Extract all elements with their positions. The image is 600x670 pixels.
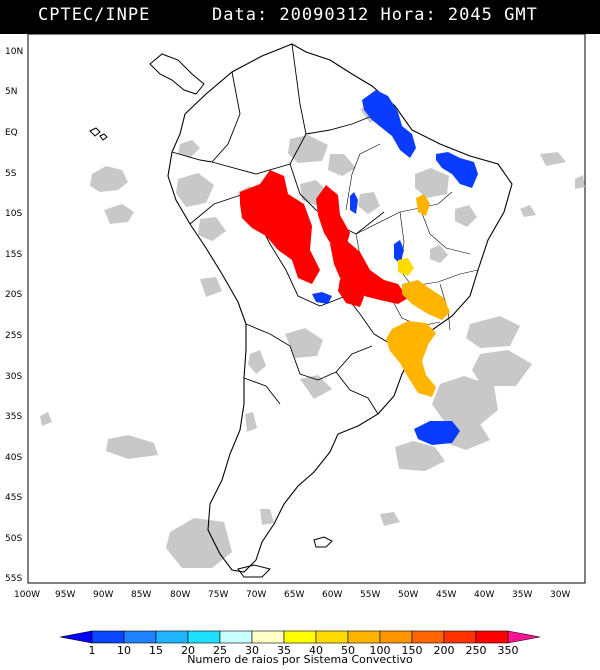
colorbar-swatch [475, 630, 509, 644]
storm-cluster-orange [386, 194, 450, 397]
lon-label: 85W [131, 590, 151, 600]
lon-label: 70W [246, 590, 266, 600]
lat-label: 10N [5, 47, 23, 57]
colorbar: 1 10 15 20 25 30 35 40 50 100 150 200 250 350 Numero … [59, 630, 541, 666]
colorbar-swatch [315, 630, 349, 644]
colorbar-swatch [219, 630, 253, 644]
colorbar-swatch [251, 630, 285, 644]
lat-label: 45S [5, 493, 22, 503]
colorbar-swatch [443, 630, 477, 644]
colorbar-level-label: 1 [89, 644, 96, 657]
storm-cluster-blue [312, 90, 478, 445]
colorbar-swatches [59, 630, 541, 644]
colorbar-level-label: 30 [245, 644, 259, 657]
tierra-del-fuego [237, 564, 271, 578]
colorbar-title: Numero de raios por Sistema Convectivo [187, 653, 413, 666]
colorbar-swatch [283, 630, 317, 644]
lat-label: 30S [5, 372, 22, 382]
lat-label: 55S [5, 574, 22, 584]
colorbar-level-label: 20 [181, 644, 195, 657]
colorbar-level-label: 150 [402, 644, 423, 657]
colorbar-level-label: 40 [309, 644, 323, 657]
lat-label: 5N [5, 87, 17, 97]
colorbar-level-label: 100 [370, 644, 391, 657]
lon-label: 30W [550, 590, 570, 600]
colorbar-level-label: 50 [341, 644, 355, 657]
title-bar: CPTEC/INPE Data: 20090312 Hora: 2045 GMT [0, 0, 600, 34]
lon-label: 60W [322, 590, 342, 600]
lon-label: 65W [284, 590, 304, 600]
satellite-cloud-layer [40, 105, 585, 568]
latitude-labels: 10N 5N EQ 5S 10S 15S 20S 25S 30S 35S 40S… [5, 47, 23, 584]
colorbar-swatch [59, 630, 93, 644]
source-label: CPTEC/INPE [38, 5, 151, 25]
falkland-islands [313, 536, 333, 548]
longitude-labels: 100W 95W 90W 85W 80W 75W 70W 65W 60W 55W… [14, 590, 570, 600]
colorbar-swatch [379, 630, 413, 644]
colorbar-level-label: 350 [498, 644, 519, 657]
lat-label: 40S [5, 453, 22, 463]
colorbar-swatch [411, 630, 445, 644]
lat-label: 5S [5, 169, 17, 179]
datetime-label: Data: 20090312 Hora: 2045 GMT [212, 5, 538, 25]
storm-cluster-red [240, 170, 408, 307]
lat-label: 25S [5, 331, 22, 341]
colorbar-level-label: 10 [117, 644, 131, 657]
lat-label: 35S [5, 412, 22, 422]
colorbar-swatch [187, 630, 221, 644]
lon-label: 50W [398, 590, 418, 600]
lat-label: 10S [5, 209, 22, 219]
colorbar-labels: 1 10 15 20 25 30 35 40 50 100 150 200 250 350 [89, 644, 519, 657]
colorbar-level-label: 15 [149, 644, 163, 657]
lon-label: 55W [360, 590, 380, 600]
colorbar-swatch [91, 630, 125, 644]
colorbar-swatch [155, 630, 189, 644]
colorbar-swatch [123, 630, 157, 644]
lat-label: 15S [5, 250, 22, 260]
lon-label: 100W [14, 590, 40, 600]
lon-label: 80W [170, 590, 190, 600]
lat-label: EQ [5, 128, 18, 138]
colorbar-swatch [507, 630, 541, 644]
galapagos-islands [89, 127, 108, 141]
lat-label: 50S [5, 534, 22, 544]
lon-label: 75W [208, 590, 228, 600]
map-frame [27, 34, 586, 584]
colorbar-level-label: 35 [277, 644, 291, 657]
lon-label: 95W [55, 590, 75, 600]
storm-cluster-yellow [398, 258, 414, 276]
colorbar-swatch [347, 630, 381, 644]
colorbar-level-label: 200 [434, 644, 455, 657]
lon-label: 45W [436, 590, 456, 600]
lon-label: 35W [512, 590, 532, 600]
map-panel: 10N 5N EQ 5S 10S 15S 20S 25S 30S 35S 40S… [5, 34, 586, 600]
lon-label: 90W [93, 590, 113, 600]
colorbar-level-label: 25 [213, 644, 227, 657]
colorbar-level-label: 250 [466, 644, 487, 657]
lon-label: 40W [474, 590, 494, 600]
lat-label: 20S [5, 290, 22, 300]
central-america-coast [149, 53, 205, 95]
